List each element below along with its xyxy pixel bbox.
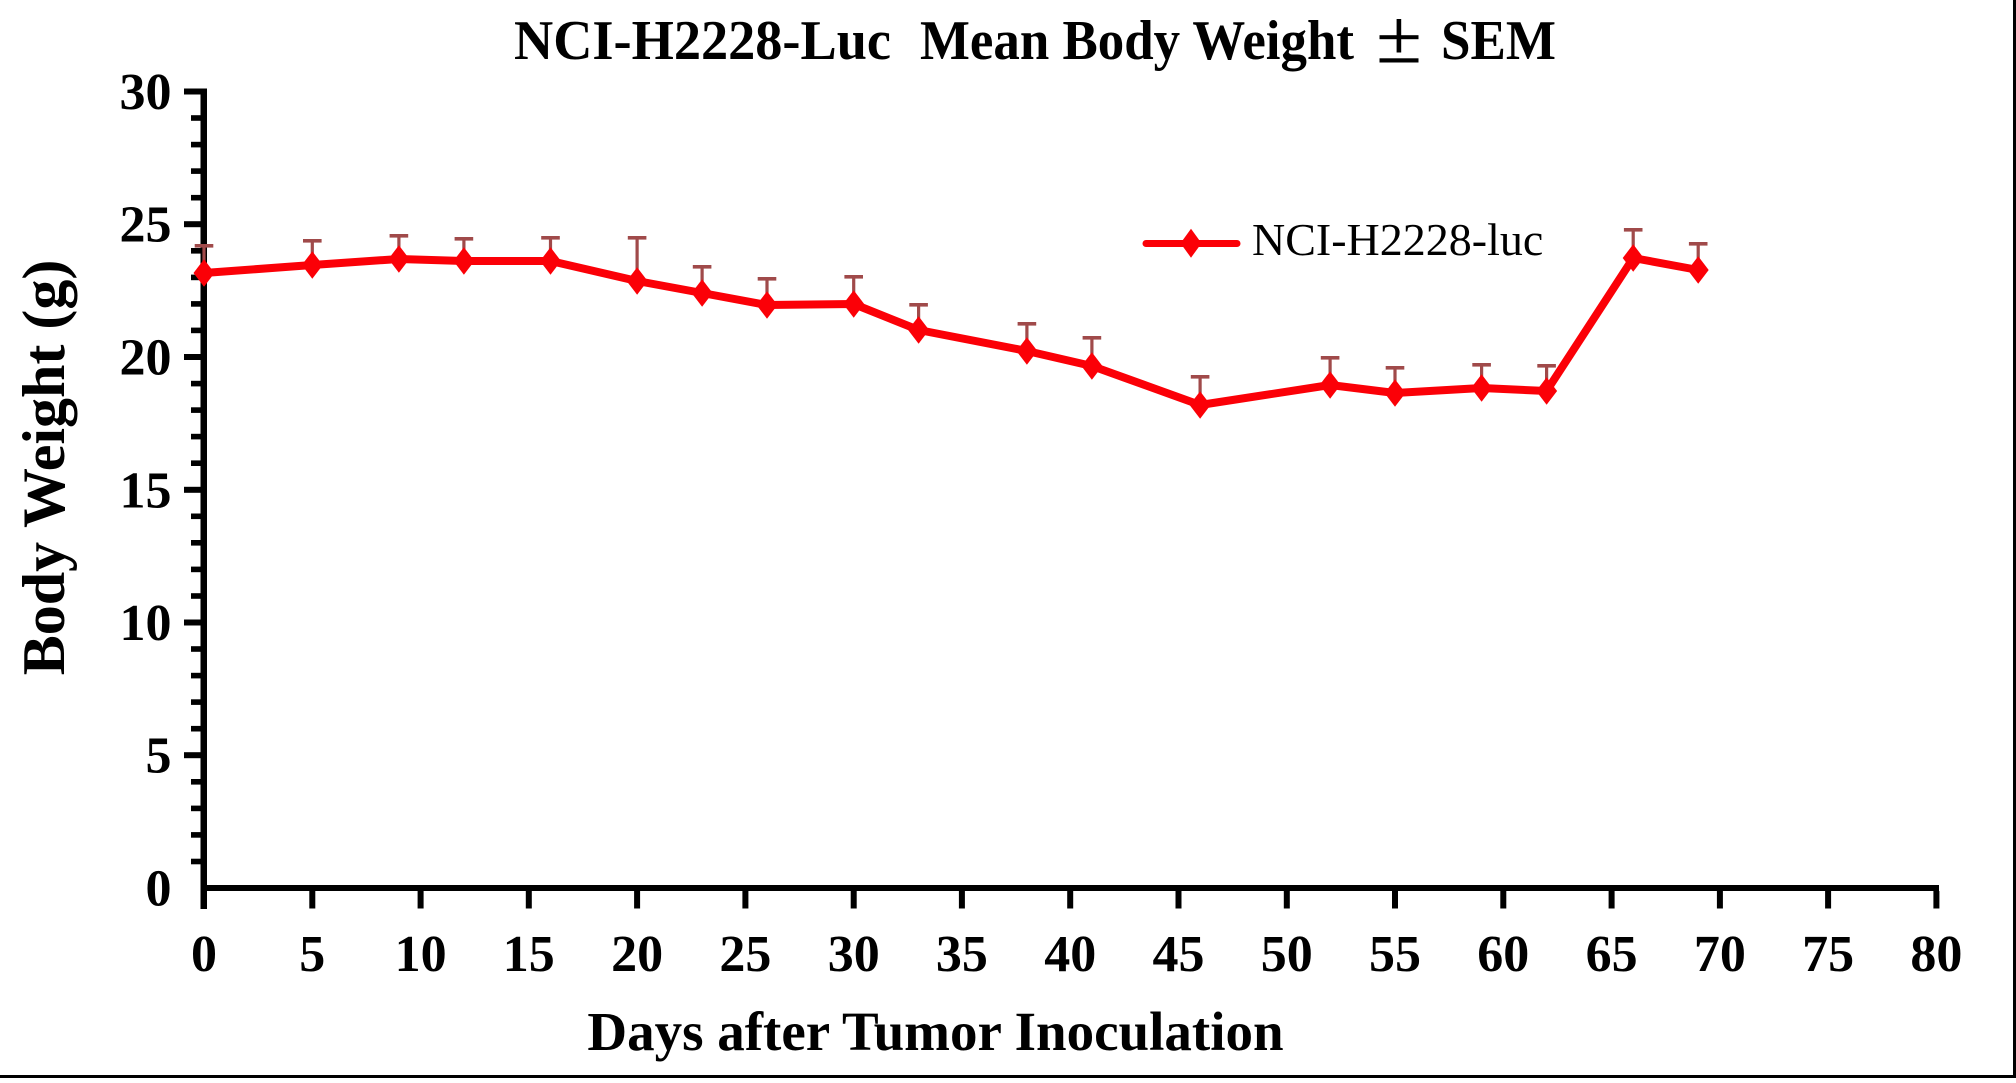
svg-text:20: 20 xyxy=(120,330,172,387)
svg-text:Mean Body Weight: Mean Body Weight xyxy=(920,10,1354,72)
svg-text:SEM: SEM xyxy=(1441,10,1556,72)
svg-text:20: 20 xyxy=(611,926,663,983)
svg-text:35: 35 xyxy=(936,926,988,983)
svg-text:25: 25 xyxy=(120,197,172,254)
svg-text:Body Weight (g): Body Weight (g) xyxy=(11,260,77,676)
svg-text:15: 15 xyxy=(120,462,172,519)
svg-text:5: 5 xyxy=(146,728,172,785)
svg-text:Days after Tumor Inoculation: Days after Tumor Inoculation xyxy=(587,1001,1283,1062)
svg-text:70: 70 xyxy=(1694,926,1746,983)
svg-text:NCI-H2228-Luc: NCI-H2228-Luc xyxy=(514,10,891,72)
svg-text:50: 50 xyxy=(1261,926,1313,983)
svg-text:25: 25 xyxy=(719,926,771,983)
svg-text:30: 30 xyxy=(120,64,172,121)
svg-text:5: 5 xyxy=(299,926,325,983)
svg-text:75: 75 xyxy=(1802,926,1854,983)
svg-text:10: 10 xyxy=(395,926,447,983)
svg-text:65: 65 xyxy=(1586,926,1638,983)
svg-text:45: 45 xyxy=(1153,926,1205,983)
svg-text:0: 0 xyxy=(191,926,217,983)
svg-text:NCI-H2228-luc: NCI-H2228-luc xyxy=(1252,214,1543,265)
svg-text:60: 60 xyxy=(1477,926,1529,983)
svg-text:15: 15 xyxy=(503,926,555,983)
svg-text:30: 30 xyxy=(828,926,880,983)
svg-text:80: 80 xyxy=(1910,926,1962,983)
svg-text:40: 40 xyxy=(1044,926,1096,983)
svg-text:0: 0 xyxy=(146,861,172,918)
svg-text:55: 55 xyxy=(1369,926,1421,983)
svg-text:10: 10 xyxy=(120,595,172,652)
